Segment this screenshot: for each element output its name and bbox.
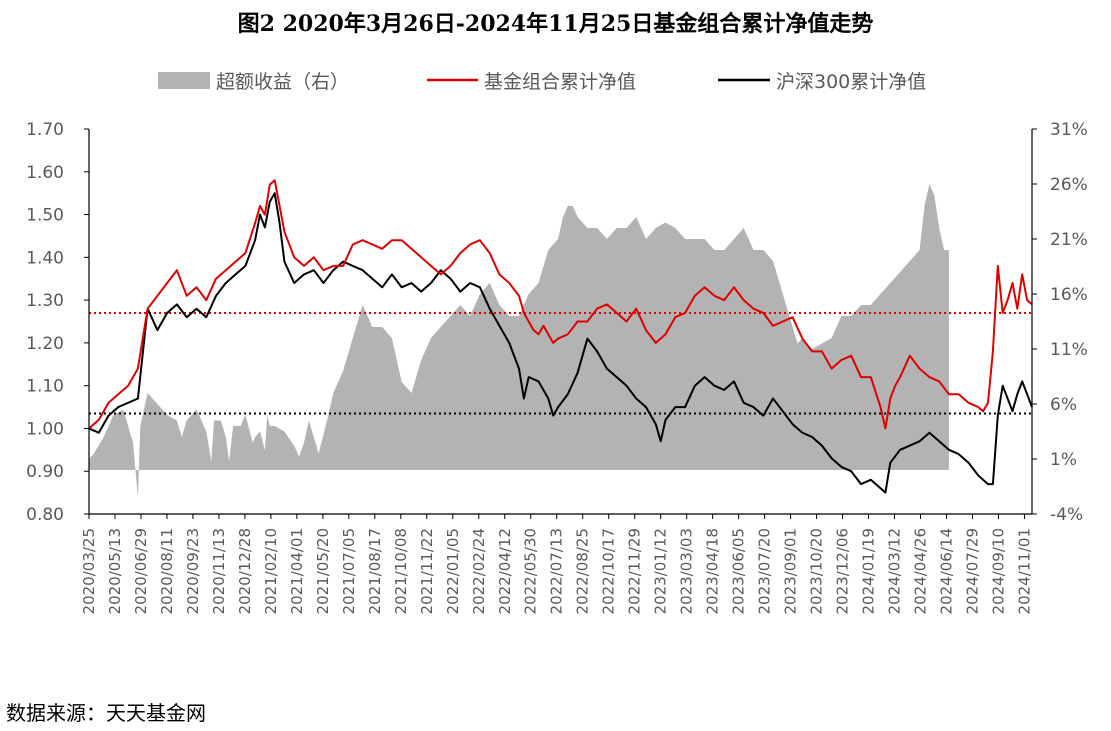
right-tick-label: 21% [1050,230,1088,250]
left-tick-label: 1.60 [26,163,64,183]
x-tick-label: 2023/03/03 [678,528,696,614]
x-tick-label: 2023/06/05 [730,528,748,614]
hs300-nav-line [88,192,1033,494]
x-tick-label: 2023/04/18 [704,528,722,614]
x-tick-label: 2020/12/28 [236,528,254,614]
axes [88,129,1033,515]
x-tick-label: 2022/05/30 [522,528,540,614]
x-tick-label: 2024/09/10 [989,528,1007,614]
left-tick-label: 1.10 [26,377,64,397]
x-tick-label: 2021/11/22 [418,528,436,614]
x-tick-label: 2022/04/12 [496,528,514,614]
x-tick-label: 2021/05/20 [314,528,332,614]
x-tick-label: 2020/05/13 [106,528,124,614]
x-tick-label: 2023/12/06 [834,528,852,614]
legend-swatch-excess [158,72,210,89]
legend: 超额收益（右） 基金组合累计净值 沪深300累计净值 [158,71,926,93]
plot-area [88,179,1033,498]
right-tick-label: 6% [1050,395,1077,415]
x-tick-label: 2021/02/10 [262,528,280,614]
left-axis-ticks: 0.80 0.90 1.00 1.10 1.20 1.30 1.40 1.50 1.60 1.70 [26,120,89,525]
left-tick-label: 1.70 [26,120,64,140]
x-tick-label: 2024/11/01 [1015,528,1033,614]
x-tick-label: 2020/08/11 [158,528,176,614]
x-tick-label: 2023/01/12 [652,528,670,614]
right-tick-label: 1% [1050,450,1077,470]
x-tick-label: 2022/10/17 [600,528,618,614]
left-tick-label: 1.00 [26,419,64,439]
left-tick-label: 0.90 [26,462,64,482]
x-axis-ticks: 2020/03/25 2020/05/13 2020/06/29 2020/08/11… [80,514,1033,614]
x-tick-label: 2020/11/13 [210,528,228,614]
fund-nav-line [88,179,1033,430]
right-axis-ticks: -4% 1% 6% 11% 16% 21% 26% 31% [1032,120,1088,525]
x-tick-label: 2022/07/13 [548,528,566,614]
legend-label-fund: 基金组合累计净值 [484,71,636,93]
legend-label-hs300: 沪深300累计净值 [776,71,926,93]
right-tick-label: 31% [1050,120,1088,140]
right-tick-label: 16% [1050,285,1088,305]
x-tick-label: 2024/06/14 [938,528,956,614]
x-tick-label: 2023/10/20 [808,528,826,614]
x-tick-label: 2023/09/01 [782,528,800,614]
left-tick-label: 1.40 [26,248,64,268]
chart-title: 图2 2020年3月26日-2024年11月25日基金组合累计净值走势 [237,11,874,37]
x-tick-label: 2022/02/24 [470,528,488,614]
left-tick-label: 0.80 [26,505,64,525]
x-tick-label: 2020/09/23 [184,528,202,614]
x-tick-label: 2020/03/25 [80,528,98,614]
x-tick-label: 2021/10/08 [392,528,410,614]
watermark: 知乎 @雪域狼君 [842,674,1003,699]
left-tick-label: 1.20 [26,334,64,354]
left-tick-label: 1.50 [26,206,64,226]
x-tick-label: 2024/03/12 [886,528,904,614]
source-note: 数据来源：天天基金网 [6,701,206,725]
x-tick-label: 2024/04/26 [912,528,930,614]
x-tick-label: 2022/11/29 [626,528,644,614]
right-tick-label: 26% [1050,175,1088,195]
x-tick-label: 2023/07/20 [756,528,774,614]
right-tick-label: -4% [1050,505,1083,525]
x-tick-label: 2024/07/29 [963,528,981,614]
x-tick-label: 2021/07/05 [340,528,358,614]
right-tick-label: 11% [1050,340,1088,360]
legend-label-excess: 超额收益（右） [216,71,349,93]
x-tick-label: 2022/08/25 [574,528,592,614]
excess-return-area [89,184,949,498]
x-tick-label: 2022/01/05 [444,528,462,614]
x-tick-label: 2021/08/17 [366,528,384,614]
x-tick-label: 2020/06/29 [132,528,150,614]
x-tick-label: 2021/04/01 [288,528,306,614]
x-tick-label: 2024/01/19 [860,528,878,614]
left-tick-label: 1.30 [26,291,64,311]
